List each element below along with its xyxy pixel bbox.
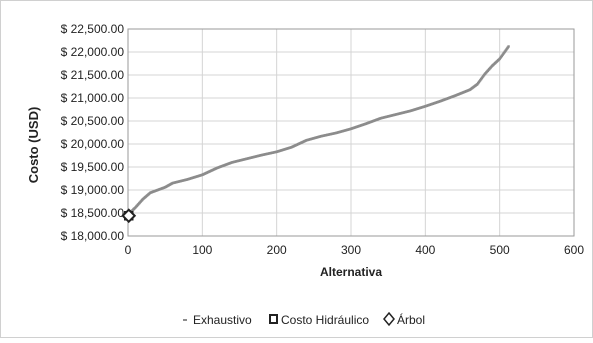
legend-item-arbol: Árbol: [383, 311, 425, 327]
y-tick-label: $ 21,500.00: [61, 68, 125, 82]
y-tick-label: $ 20,000.00: [61, 137, 125, 151]
legend-marker-costo-hidraulico: [269, 314, 278, 324]
x-axis-tick-labels: 0 100 200 300 400 500 600: [125, 243, 585, 257]
plot-area: [127, 28, 575, 237]
legend-item-costo-hidraulico: Costo Hidráulico: [269, 313, 369, 327]
legend-marker-arbol: [383, 311, 395, 327]
x-tick-label: 400: [415, 243, 435, 257]
x-tick-label: 200: [267, 243, 287, 257]
series-layer: [127, 45, 510, 216]
x-tick-label: 300: [341, 243, 361, 257]
legend-item-exhaustivo: Exhaustivo: [183, 313, 252, 327]
x-tick-label: 500: [490, 243, 510, 257]
legend-label-arbol: Árbol: [397, 312, 425, 327]
x-tick-label: 600: [564, 243, 584, 257]
y-axis-tick-labels: $ 18,000.00 $ 18,500.00 $ 19,000.00 $ 19,50…: [61, 22, 125, 243]
y-tick-label: $ 22,500.00: [61, 22, 125, 36]
arbol-point: [121, 208, 137, 224]
y-axis-label: Costo (USD): [26, 107, 41, 184]
legend-label-costo-hidraulico: Costo Hidráulico: [281, 313, 369, 327]
x-tick-label: 100: [192, 243, 212, 257]
y-tick-label: $ 18,000.00: [61, 229, 125, 243]
y-tick-label: $ 19,500.00: [61, 160, 125, 174]
y-tick-label: $ 22,000.00: [61, 45, 125, 59]
x-axis-label: Alternativa: [320, 265, 382, 279]
y-tick-label: $ 20,500.00: [61, 114, 125, 128]
x-tick-label: 0: [125, 243, 132, 257]
y-tick-label: $ 18,500.00: [61, 206, 125, 220]
y-tick-label: $ 21,000.00: [61, 91, 125, 105]
legend-marker-exhaustivo: [183, 319, 187, 321]
marker-layer: [121, 208, 137, 224]
exhaustivo-point: [507, 45, 510, 48]
legend: Exhaustivo Costo Hidráulico Árbol: [183, 311, 425, 327]
legend-label-exhaustivo: Exhaustivo: [193, 313, 252, 327]
y-tick-label: $ 19,000.00: [61, 183, 125, 197]
